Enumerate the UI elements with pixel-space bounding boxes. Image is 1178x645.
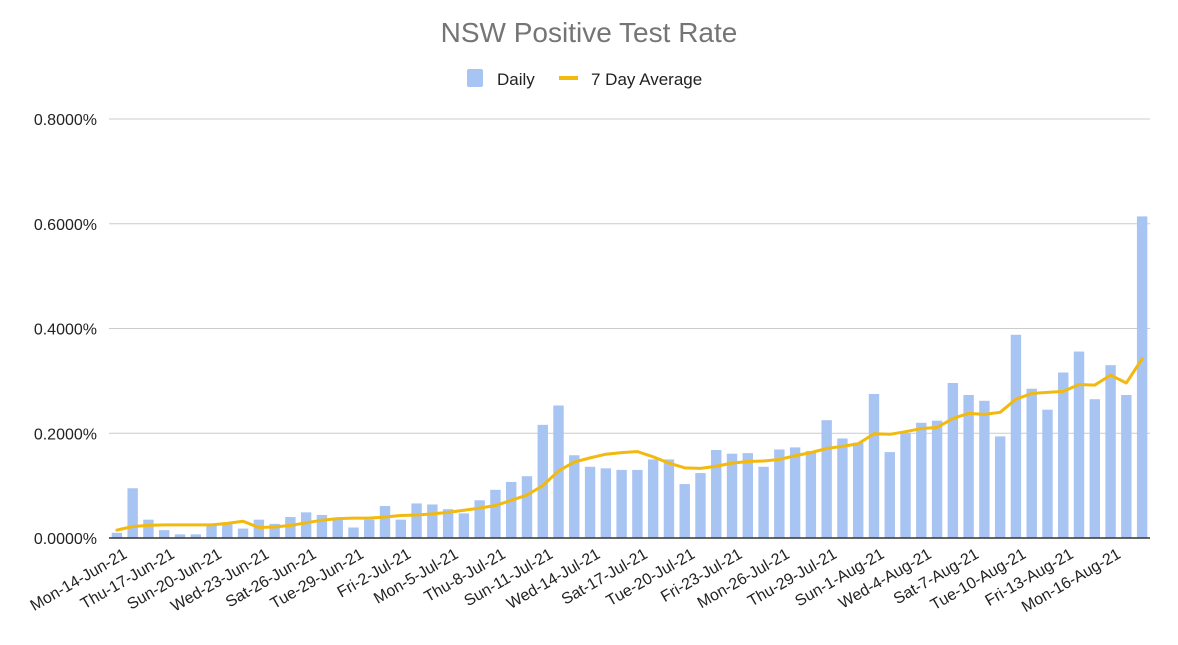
daily-bar bbox=[726, 453, 738, 538]
y-tick-label: 0.2000% bbox=[34, 426, 97, 443]
seven-day-average-line bbox=[115, 357, 1144, 532]
seven-day-average-line-group bbox=[115, 357, 1144, 532]
daily-bar bbox=[821, 420, 832, 538]
daily-bar bbox=[868, 393, 880, 538]
daily-bar bbox=[1105, 365, 1116, 538]
daily-bar bbox=[427, 504, 438, 538]
daily-bar bbox=[1073, 351, 1085, 538]
daily-bar bbox=[348, 527, 359, 538]
daily-bar bbox=[600, 468, 612, 538]
daily-bar bbox=[474, 500, 485, 538]
daily-bar bbox=[1026, 388, 1037, 538]
daily-bar bbox=[1058, 372, 1069, 538]
daily-bar bbox=[395, 519, 407, 538]
daily-bar bbox=[458, 513, 470, 538]
y-axis-labels: 0.0000% 0.2000% 0.4000% 0.6000% 0.8000% bbox=[34, 112, 97, 548]
daily-bar bbox=[190, 534, 201, 538]
daily-bar bbox=[490, 489, 501, 538]
daily-bar bbox=[364, 519, 375, 538]
x-axis-labels: Mon-14-Jun-21Thu-17-Jun-21Sun-20-Jun-21W… bbox=[28, 546, 1124, 616]
daily-bar bbox=[1042, 409, 1053, 538]
daily-bar bbox=[837, 438, 848, 538]
daily-bar bbox=[632, 469, 643, 538]
daily-bar bbox=[1010, 334, 1022, 538]
daily-bar bbox=[158, 530, 170, 538]
daily-bar bbox=[237, 528, 249, 538]
y-tick-label: 0.0000% bbox=[34, 531, 97, 548]
daily-bar bbox=[679, 484, 690, 538]
gridlines bbox=[109, 118, 1150, 434]
daily-bar bbox=[316, 514, 328, 538]
y-tick-label: 0.4000% bbox=[34, 322, 97, 339]
daily-bar bbox=[143, 519, 154, 538]
y-tick-label: 0.6000% bbox=[34, 217, 97, 234]
daily-bar bbox=[758, 466, 769, 538]
daily-bar bbox=[789, 447, 801, 538]
daily-bar bbox=[647, 459, 659, 538]
chart-title: NSW Positive Test Rate bbox=[441, 17, 738, 48]
daily-bar bbox=[505, 481, 517, 538]
daily-bar bbox=[1121, 395, 1132, 538]
y-tick-label: 0.8000% bbox=[34, 112, 97, 129]
legend-label-daily: Daily bbox=[497, 70, 535, 89]
daily-bar bbox=[931, 420, 943, 538]
daily-bar bbox=[521, 476, 533, 538]
daily-bar bbox=[379, 506, 391, 538]
daily-bar bbox=[695, 473, 706, 538]
daily-bar bbox=[269, 523, 280, 538]
daily-bar bbox=[411, 503, 422, 538]
daily-bar bbox=[127, 488, 138, 538]
daily-bar bbox=[994, 436, 1006, 538]
daily-bar bbox=[742, 453, 754, 538]
daily-bar bbox=[584, 466, 596, 538]
daily-bar bbox=[300, 512, 312, 538]
daily-bar bbox=[332, 517, 343, 538]
daily-bar bbox=[774, 449, 785, 538]
daily-bar bbox=[442, 509, 454, 538]
daily-bar bbox=[900, 433, 911, 538]
daily-bar bbox=[537, 424, 548, 538]
daily-bar bbox=[285, 517, 296, 538]
daily-bar bbox=[979, 400, 990, 538]
daily-bar bbox=[1089, 399, 1101, 538]
legend: Daily 7 Day Average bbox=[467, 69, 702, 89]
daily-bar bbox=[569, 455, 580, 538]
daily-bar bbox=[1136, 216, 1148, 539]
daily-bar bbox=[852, 442, 864, 538]
daily-bar bbox=[222, 522, 233, 538]
daily-bars bbox=[111, 216, 1148, 539]
daily-bar bbox=[174, 534, 186, 538]
daily-bar bbox=[616, 469, 627, 538]
daily-bar bbox=[663, 459, 675, 538]
daily-bar bbox=[884, 452, 895, 538]
daily-bar bbox=[805, 451, 817, 538]
daily-bar bbox=[916, 422, 927, 538]
daily-bar bbox=[206, 524, 217, 538]
daily-bar bbox=[963, 395, 974, 538]
legend-swatch-daily bbox=[467, 69, 483, 87]
legend-label-7-day-average: 7 Day Average bbox=[591, 70, 702, 89]
daily-bar bbox=[947, 382, 959, 538]
daily-bar bbox=[111, 532, 123, 538]
daily-bar bbox=[711, 450, 722, 538]
